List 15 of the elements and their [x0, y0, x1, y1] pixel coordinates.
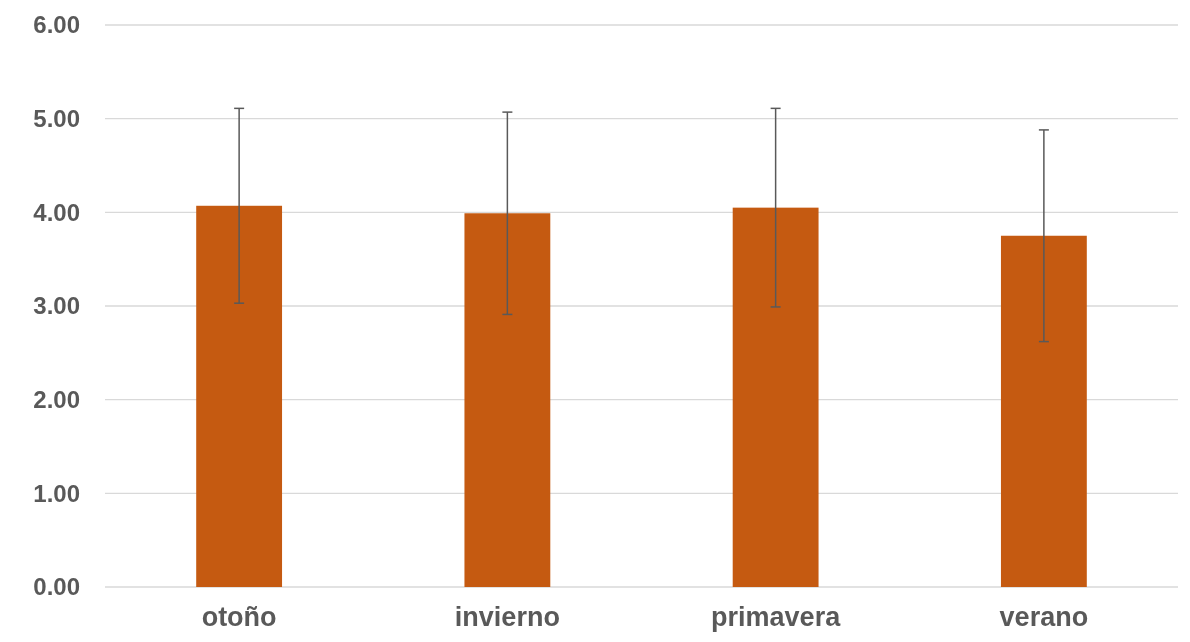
bar: [732, 207, 819, 587]
x-tick-label: verano: [999, 602, 1089, 632]
y-tick-label: 1.00: [33, 479, 80, 507]
y-tick-label: 6.00: [33, 11, 80, 39]
y-tick-label: 0.00: [33, 573, 80, 601]
bar: [1000, 235, 1087, 587]
bar: [464, 213, 551, 587]
x-tick-label: invierno: [454, 602, 560, 632]
y-tick-label: 3.00: [33, 292, 80, 320]
y-tick-label: 2.00: [33, 386, 80, 414]
x-tick-label: otoño: [201, 602, 277, 632]
y-tick-label: 4.00: [33, 198, 80, 226]
bar: [196, 205, 283, 587]
y-tick-label: 5.00: [33, 105, 80, 133]
x-tick-label: primavera: [711, 602, 842, 632]
